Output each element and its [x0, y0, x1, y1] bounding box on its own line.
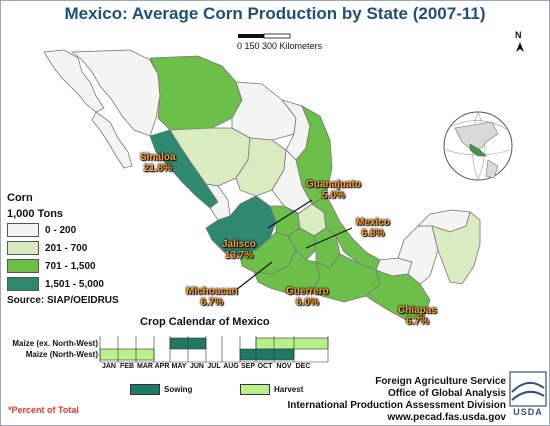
state-chiapas — [365, 269, 431, 321]
callout-percent: 6.8% — [361, 228, 385, 239]
callout-mexico: Mexico 6.8% — [356, 217, 390, 239]
legend-row: 201 - 700 — [7, 241, 87, 255]
callout-state-name: Chiapas — [398, 305, 437, 316]
state-sonora — [70, 49, 161, 137]
calendar-key-sowing: Sowing — [130, 384, 192, 395]
callout-percent: 6.0% — [296, 297, 319, 308]
callout-guanajuato: Guanajuato 5.0% — [306, 179, 361, 201]
scale-bar — [238, 33, 291, 39]
sowing-label: Sowing — [164, 385, 193, 394]
calendar-row-label: Maize (ex. North-West) — [12, 339, 98, 348]
state-chihuahua — [149, 55, 243, 133]
callout-michoacan: Michoacan 6.7% — [186, 286, 238, 308]
state-baja-california-sur — [91, 111, 133, 169]
month-label: JUL — [207, 363, 221, 370]
legend-title: Corn — [7, 192, 33, 204]
calendar-key-harvest: Harvest — [240, 384, 303, 395]
callout-percent: 5.0% — [322, 190, 345, 201]
scale-label: 0 150 300 Kilometers — [237, 41, 323, 51]
callout-state-name: Guerrero — [286, 286, 329, 297]
crop-calendar-grid — [99, 336, 329, 363]
callout-state-name: Guanajuato — [306, 179, 362, 190]
legend-row: 701 - 1,500 — [7, 259, 96, 273]
month-label: MAY — [171, 363, 187, 370]
month-label: SEP — [240, 363, 255, 370]
month-label: JUN — [189, 363, 204, 370]
month-label: JAN — [101, 363, 116, 370]
harvest-swatch — [240, 384, 270, 395]
agency-url: www.pecad.fas.usda.gov — [387, 412, 506, 423]
legend-label: 0 - 200 — [45, 224, 77, 236]
leader-michoacan — [235, 261, 273, 291]
leader-mexico — [305, 227, 353, 249]
callout-state-name: Jalisco — [222, 239, 256, 250]
calendar-row-label: Maize (North-West) — [25, 350, 98, 359]
month-label: MAR — [137, 363, 153, 370]
legend-row: 1,501 - 5,000 — [7, 277, 104, 291]
callout-percent: 6.7% — [406, 316, 429, 327]
legend-swatch — [7, 277, 39, 291]
legend-label: 1,501 - 5,000 — [45, 278, 104, 290]
source-text: Source: SIAP/OEIDRUS — [7, 295, 119, 306]
state-quintana-roo — [431, 211, 481, 285]
usda-logo-icon — [509, 371, 547, 407]
legend-swatch — [7, 259, 39, 273]
callout-guerrero: Guerrero 6.0% — [286, 286, 329, 308]
agency-line: Office of Global Analysis — [388, 388, 506, 399]
globe-inset — [443, 111, 513, 181]
callout-percent: 6.7% — [200, 297, 224, 308]
harvest-label: Harvest — [274, 385, 304, 394]
month-label: APR — [154, 363, 170, 370]
month-label: NOV — [276, 363, 292, 370]
agency-line: Foreign Agriculture Service — [375, 376, 506, 387]
legend-swatch — [7, 241, 39, 255]
callout-sinaloa: Sinaloa 21.8% — [140, 152, 176, 174]
north-arrow-icon — [516, 42, 524, 52]
callout-percent: 13.7% — [224, 250, 254, 261]
callout-state-name: Michoacan — [186, 286, 238, 297]
state-baja-california — [43, 49, 105, 113]
month-label: AUG — [223, 363, 239, 370]
legend-row: 0 - 200 — [7, 223, 76, 237]
legend-units: 1,000 Tons — [7, 208, 64, 220]
callout-jalisco: Jalisco 13.7% — [222, 239, 256, 261]
month-label: DEC — [295, 363, 311, 370]
legend-label: 201 - 700 — [45, 242, 88, 254]
callout-chiapas: Chiapas 6.7% — [398, 305, 437, 327]
month-label: FEB — [120, 363, 134, 370]
agency-line: International Production Assessment Divi… — [287, 400, 506, 411]
callout-state-name: Mexico — [356, 217, 390, 228]
usda-logo-text: USDA — [513, 407, 543, 417]
crop-calendar-title: Crop Calendar of Mexico — [140, 316, 270, 328]
callout-percent: 21.8% — [143, 163, 172, 174]
state-coahuila — [231, 81, 297, 141]
map-title: Mexico: Average Corn Production by State… — [64, 4, 486, 23]
month-label: OCT — [257, 363, 273, 370]
legend-label: 701 - 1,500 — [45, 260, 96, 272]
north-label: N — [515, 30, 522, 40]
sowing-swatch — [130, 384, 160, 395]
callout-state-name: Sinaloa — [140, 152, 176, 163]
state-zacatecas — [235, 137, 287, 197]
leader-guanajuato — [267, 199, 313, 229]
footnote: *Percent of Total — [8, 405, 79, 415]
legend-swatch — [7, 223, 39, 237]
